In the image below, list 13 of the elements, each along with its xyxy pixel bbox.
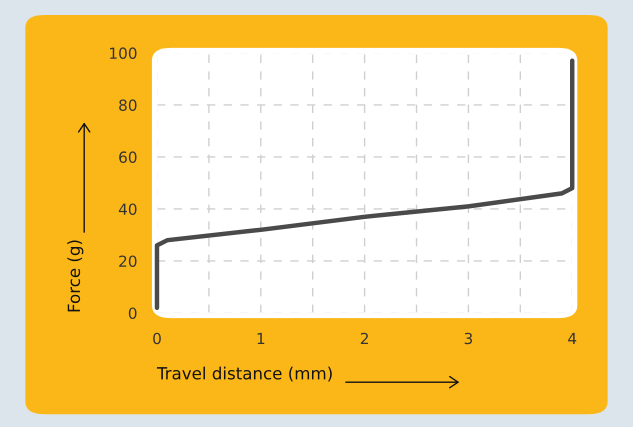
y-tick-label: 100	[110, 47, 137, 59]
y-tick-label: 20	[119, 255, 137, 268]
x-tick-label: 2	[360, 332, 368, 344]
y-tick-label: 80	[119, 99, 137, 111]
x-tick-label: 3	[464, 332, 472, 344]
y-axis-title: Force (g)	[67, 240, 84, 312]
y-tick-label: 0	[128, 307, 137, 320]
x-axis-title: Travel distance (mm)	[156, 366, 332, 382]
y-tick-label: 60	[119, 151, 137, 163]
y-tick-label: 40	[118, 203, 137, 215]
x-tick-label: 4	[568, 332, 576, 344]
x-tick-label: 0	[153, 332, 161, 344]
x-tick-label: 1	[258, 332, 264, 344]
